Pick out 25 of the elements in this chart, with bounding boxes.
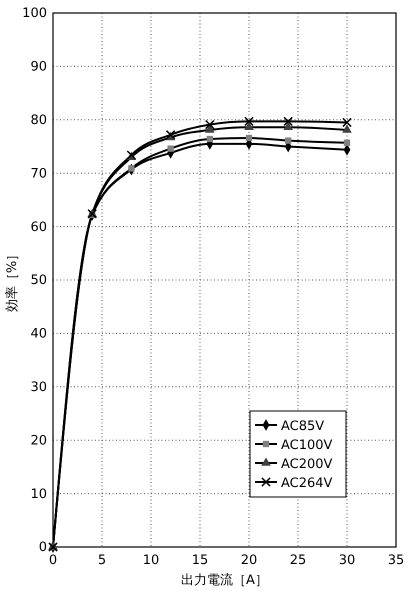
y-tick-label: 100 — [22, 6, 47, 22]
legend-label: AC100V — [281, 438, 333, 453]
x-tick-label: 25 — [290, 553, 306, 568]
y-axis-title: 効率［%］ — [4, 248, 20, 312]
x-axis-title: 出力電流［A］ — [181, 572, 268, 588]
y-tick-label: 0 — [38, 540, 47, 556]
x-tick-label: 30 — [338, 553, 356, 568]
legend-label: AC200V — [281, 457, 333, 472]
y-tick-label: 60 — [30, 220, 47, 235]
legend-label: AC85V — [281, 419, 324, 434]
y-tick-label: 30 — [30, 380, 47, 395]
x-tick-label: 35 — [388, 553, 404, 568]
y-tick-label: 70 — [30, 166, 47, 182]
x-tick-label: 20 — [240, 553, 258, 568]
x-tick-label: 5 — [98, 553, 106, 568]
y-tick-label: 40 — [30, 326, 47, 342]
x-tick-label: 0 — [48, 553, 58, 568]
x-tick-label: 15 — [192, 553, 208, 568]
y-tick-label: 20 — [30, 433, 47, 448]
x-tick-label: 10 — [142, 553, 160, 568]
y-tick-label: 90 — [30, 60, 47, 75]
y-tick-label: 80 — [30, 112, 47, 128]
legend-label: AC264V — [281, 476, 333, 491]
y-tick-label: 10 — [30, 486, 47, 502]
y-tick-label: 50 — [30, 273, 47, 288]
